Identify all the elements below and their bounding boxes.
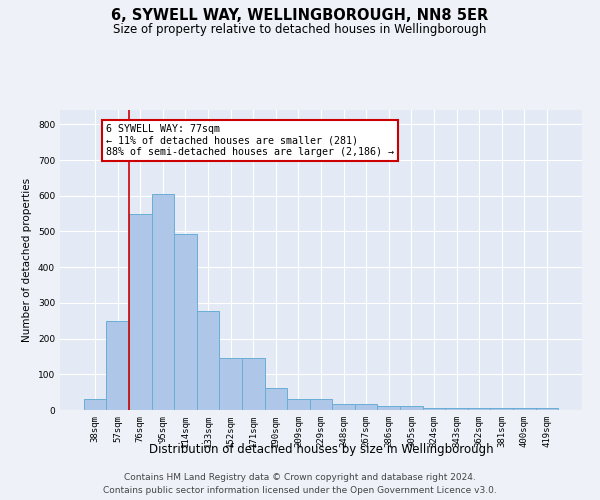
Bar (332, 404, 355, 410)
Bar (287, 400, 310, 410)
Bar (536, 408, 558, 410)
Bar (197, 310, 220, 410)
Text: Size of property relative to detached houses in Wellingborough: Size of property relative to detached ho… (113, 22, 487, 36)
Bar (445, 408, 468, 410)
Bar (265, 388, 287, 410)
Text: Contains public sector information licensed under the Open Government Licence v3: Contains public sector information licen… (103, 486, 497, 495)
Bar (422, 408, 445, 410)
Bar (513, 408, 536, 410)
Text: Contains HM Land Registry data © Crown copyright and database right 2024.: Contains HM Land Registry data © Crown c… (124, 472, 476, 482)
Bar (490, 408, 513, 410)
Bar (84, 400, 106, 410)
Bar (129, 214, 152, 410)
Bar (106, 322, 129, 410)
Bar (174, 234, 197, 410)
Y-axis label: Number of detached properties: Number of detached properties (22, 178, 32, 342)
Bar (355, 404, 377, 410)
Bar (242, 358, 265, 410)
Bar (152, 194, 174, 410)
Bar (220, 358, 242, 410)
Text: 6 SYWELL WAY: 77sqm
← 11% of detached houses are smaller (281)
88% of semi-detac: 6 SYWELL WAY: 77sqm ← 11% of detached ho… (106, 124, 394, 158)
Text: Distribution of detached houses by size in Wellingborough: Distribution of detached houses by size … (149, 442, 493, 456)
Bar (377, 406, 400, 410)
Text: 6, SYWELL WAY, WELLINGBOROUGH, NN8 5ER: 6, SYWELL WAY, WELLINGBOROUGH, NN8 5ER (112, 8, 488, 22)
Bar (310, 400, 332, 410)
Bar (400, 406, 422, 410)
Bar (468, 408, 490, 410)
